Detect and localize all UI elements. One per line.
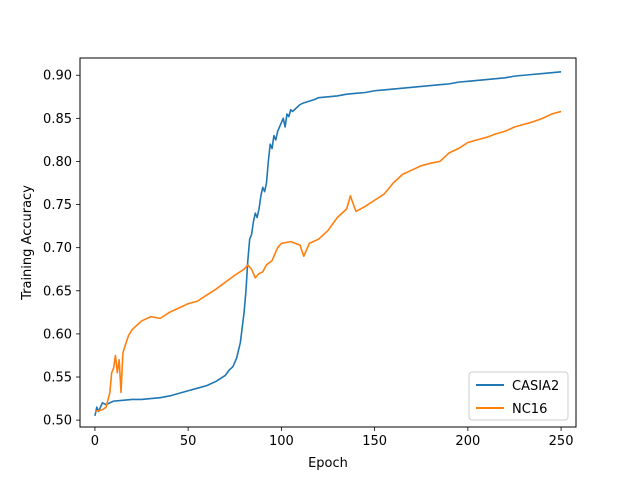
y-axis-ticks: 0.50 0.55 0.60 0.65 0.70 0.75 0.80 0.85 0.90 (43, 69, 80, 429)
legend-label-nc16: NC16 (512, 402, 547, 417)
x-tick-label: 150 (362, 434, 387, 449)
y-axis-label: Training Accuracy (20, 185, 35, 301)
legend-label-casia2: CASIA2 (512, 379, 559, 394)
x-tick-label: 100 (269, 434, 294, 449)
y-tick-label: 0.85 (43, 112, 72, 127)
plot-frame (79, 57, 577, 428)
y-tick-label: 0.60 (43, 327, 72, 342)
y-tick-label: 0.90 (43, 69, 72, 84)
series-line-casia2 (94, 70, 562, 416)
y-tick-label: 0.55 (43, 370, 72, 385)
y-tick-label: 0.75 (43, 198, 72, 213)
y-tick-label: 0.80 (43, 155, 72, 170)
x-tick-label: 50 (180, 434, 197, 449)
x-axis-label: Epoch (308, 456, 348, 471)
y-tick-label: 0.50 (43, 414, 72, 429)
plot-area (80, 58, 576, 427)
series-layer (94, 70, 562, 416)
series-line-nc16 (94, 110, 562, 413)
y-tick-label: 0.70 (43, 241, 72, 256)
legend: CASIA2 NC16 (468, 371, 569, 421)
x-tick-label: 200 (455, 434, 480, 449)
x-axis-ticks: 0 50 100 150 200 250 (91, 427, 574, 449)
x-tick-label: 0 (91, 434, 99, 449)
y-tick-label: 0.65 (43, 284, 72, 299)
x-tick-label: 250 (549, 434, 574, 449)
